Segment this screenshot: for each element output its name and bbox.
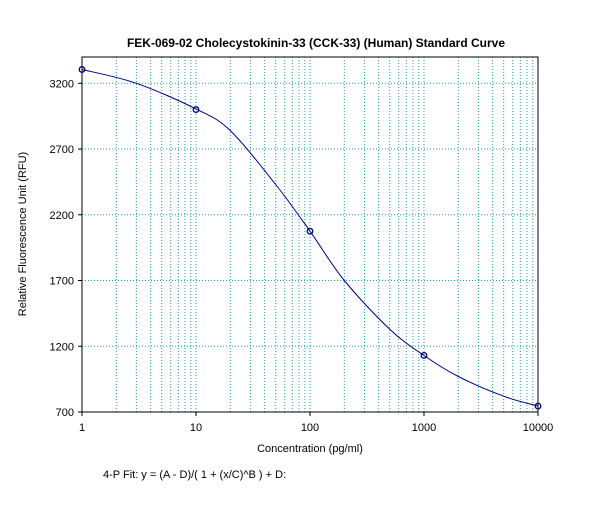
x-tick-label: 10 — [190, 422, 202, 434]
fit-equation: 4-P Fit: y = (A - D)/( 1 + (x/C)^B ) + D… — [103, 469, 286, 481]
y-tick-label: 1700 — [50, 276, 74, 288]
x-axis-ticks: 1 10 100 1000 10000 — [79, 412, 553, 434]
x-tick-label: 1000 — [412, 422, 436, 434]
x-tick-label: 1 — [79, 422, 85, 434]
y-axis-label: Relative Fluorescence Unit (RFU) — [17, 152, 29, 316]
y-tick-label: 1200 — [50, 341, 74, 353]
grid-lines — [82, 57, 538, 412]
data-point — [78, 66, 86, 73]
y-tick-label: 700 — [56, 407, 74, 419]
x-tick-label: 100 — [301, 422, 319, 434]
data-point — [306, 227, 314, 235]
y-axis-ticks: 700 1200 1700 2200 2700 3200 — [50, 78, 82, 419]
data-point — [534, 402, 542, 410]
data-points — [78, 66, 542, 410]
chart-title: FEK-069-02 Cholecystokinin-33 (CCK-33) (… — [127, 36, 505, 50]
x-tick-label: 10000 — [523, 422, 554, 434]
data-point — [420, 352, 428, 359]
y-tick-label: 2200 — [50, 210, 74, 222]
x-axis-label: Concentration (pg/ml) — [257, 443, 363, 455]
data-point — [192, 106, 200, 114]
y-tick-label: 2700 — [50, 144, 74, 156]
fit-curve-line — [81, 69, 539, 407]
y-tick-label: 3200 — [50, 78, 74, 90]
